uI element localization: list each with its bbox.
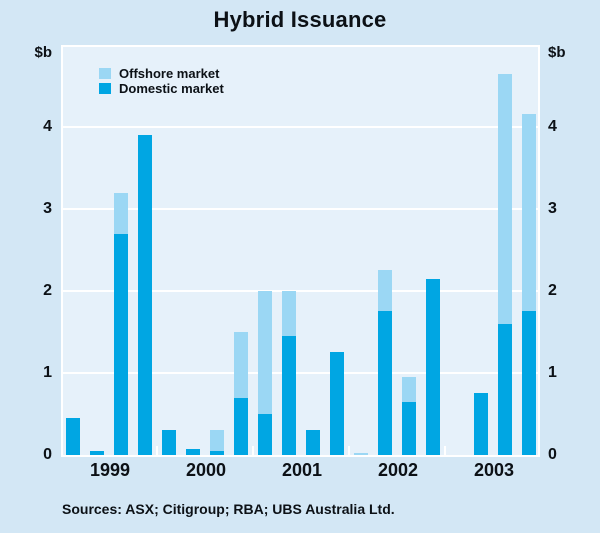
- offshore-market-swatch-icon: [99, 68, 111, 79]
- gridline-2: [63, 290, 538, 292]
- bar-offshore-2002-q2: [378, 270, 392, 311]
- bar-domestic-2000-q3: [210, 451, 224, 455]
- bar-domestic-2000-q2: [186, 449, 200, 455]
- legend: Offshore market Domestic market: [99, 66, 224, 96]
- x-axis-year-2003: 2003: [473, 460, 515, 480]
- bar-domestic-2002-q2: [378, 311, 392, 455]
- bar-domestic-1999-q2: [90, 451, 104, 455]
- chart-title: Hybrid Issuance: [213, 7, 387, 32]
- x-axis-year-2001: 2001: [281, 460, 323, 480]
- y-tick-left-2: 2: [43, 282, 52, 299]
- bar-offshore-2002-q3: [402, 377, 416, 402]
- bar-domestic-2003-q3: [498, 324, 512, 455]
- y-tick-left-4: 4: [43, 118, 52, 135]
- bar-domestic-2001-q2: [282, 336, 296, 455]
- bar-domestic-1999-q1: [66, 418, 80, 455]
- legend-item-domestic: Domestic market: [99, 81, 224, 96]
- y-axis-unit-label-left: $b: [34, 44, 52, 61]
- legend-label-domestic: Domestic market: [119, 81, 224, 96]
- bar-domestic-2000-q1: [162, 430, 176, 455]
- bar-domestic-1999-q4: [138, 135, 152, 455]
- x-axis-year-2000: 2000: [185, 460, 227, 480]
- gridline-3: [63, 208, 538, 210]
- bar-domestic-2002-q4: [426, 279, 440, 455]
- y-tick-left-1: 1: [43, 364, 52, 381]
- y-tick-left-0: 0: [43, 446, 52, 463]
- gridline-4: [63, 126, 538, 128]
- bar-domestic-2001-q1: [258, 414, 272, 455]
- legend-label-offshore: Offshore market: [119, 66, 220, 81]
- x-axis-year-1999: 1999: [89, 460, 131, 480]
- bar-domestic-2000-q4: [234, 398, 248, 455]
- y-axis-unit-label-right: $b: [548, 44, 566, 61]
- bar-domestic-2003-q4: [522, 311, 536, 455]
- year-boundary-tick: [252, 446, 254, 455]
- year-boundary-tick: [348, 446, 350, 455]
- y-tick-right-4: 4: [548, 118, 557, 135]
- bar-offshore-2003-q4: [522, 114, 536, 311]
- bar-domestic-2003-q2: [474, 393, 488, 455]
- bar-domestic-2001-q4: [330, 352, 344, 455]
- y-tick-right-1: 1: [548, 364, 557, 381]
- bar-offshore-2001-q1: [258, 291, 272, 414]
- y-tick-right-3: 3: [548, 200, 557, 217]
- bar-offshore-2000-q4: [234, 332, 248, 398]
- y-tick-right-0: 0: [548, 446, 557, 463]
- gridline-1: [63, 372, 538, 374]
- year-boundary-tick: [156, 446, 158, 455]
- legend-item-offshore: Offshore market: [99, 66, 224, 81]
- plot-area: Offshore market Domestic market: [61, 45, 540, 457]
- y-tick-right-2: 2: [548, 282, 557, 299]
- domestic-market-swatch-icon: [99, 83, 111, 94]
- x-axis-year-2002: 2002: [377, 460, 419, 480]
- bar-offshore-2002-q1: [354, 453, 368, 455]
- bar-domestic-2001-q3: [306, 430, 320, 455]
- bar-domestic-1999-q3: [114, 234, 128, 455]
- bar-domestic-2002-q3: [402, 402, 416, 455]
- y-tick-left-3: 3: [43, 200, 52, 217]
- source-note: Sources: ASX; Citigroup; RBA; UBS Austra…: [62, 501, 395, 517]
- year-boundary-tick: [444, 446, 446, 455]
- bar-offshore-2000-q3: [210, 430, 224, 451]
- bar-offshore-2003-q3: [498, 74, 512, 324]
- bar-offshore-1999-q3: [114, 193, 128, 234]
- bar-offshore-2001-q2: [282, 291, 296, 336]
